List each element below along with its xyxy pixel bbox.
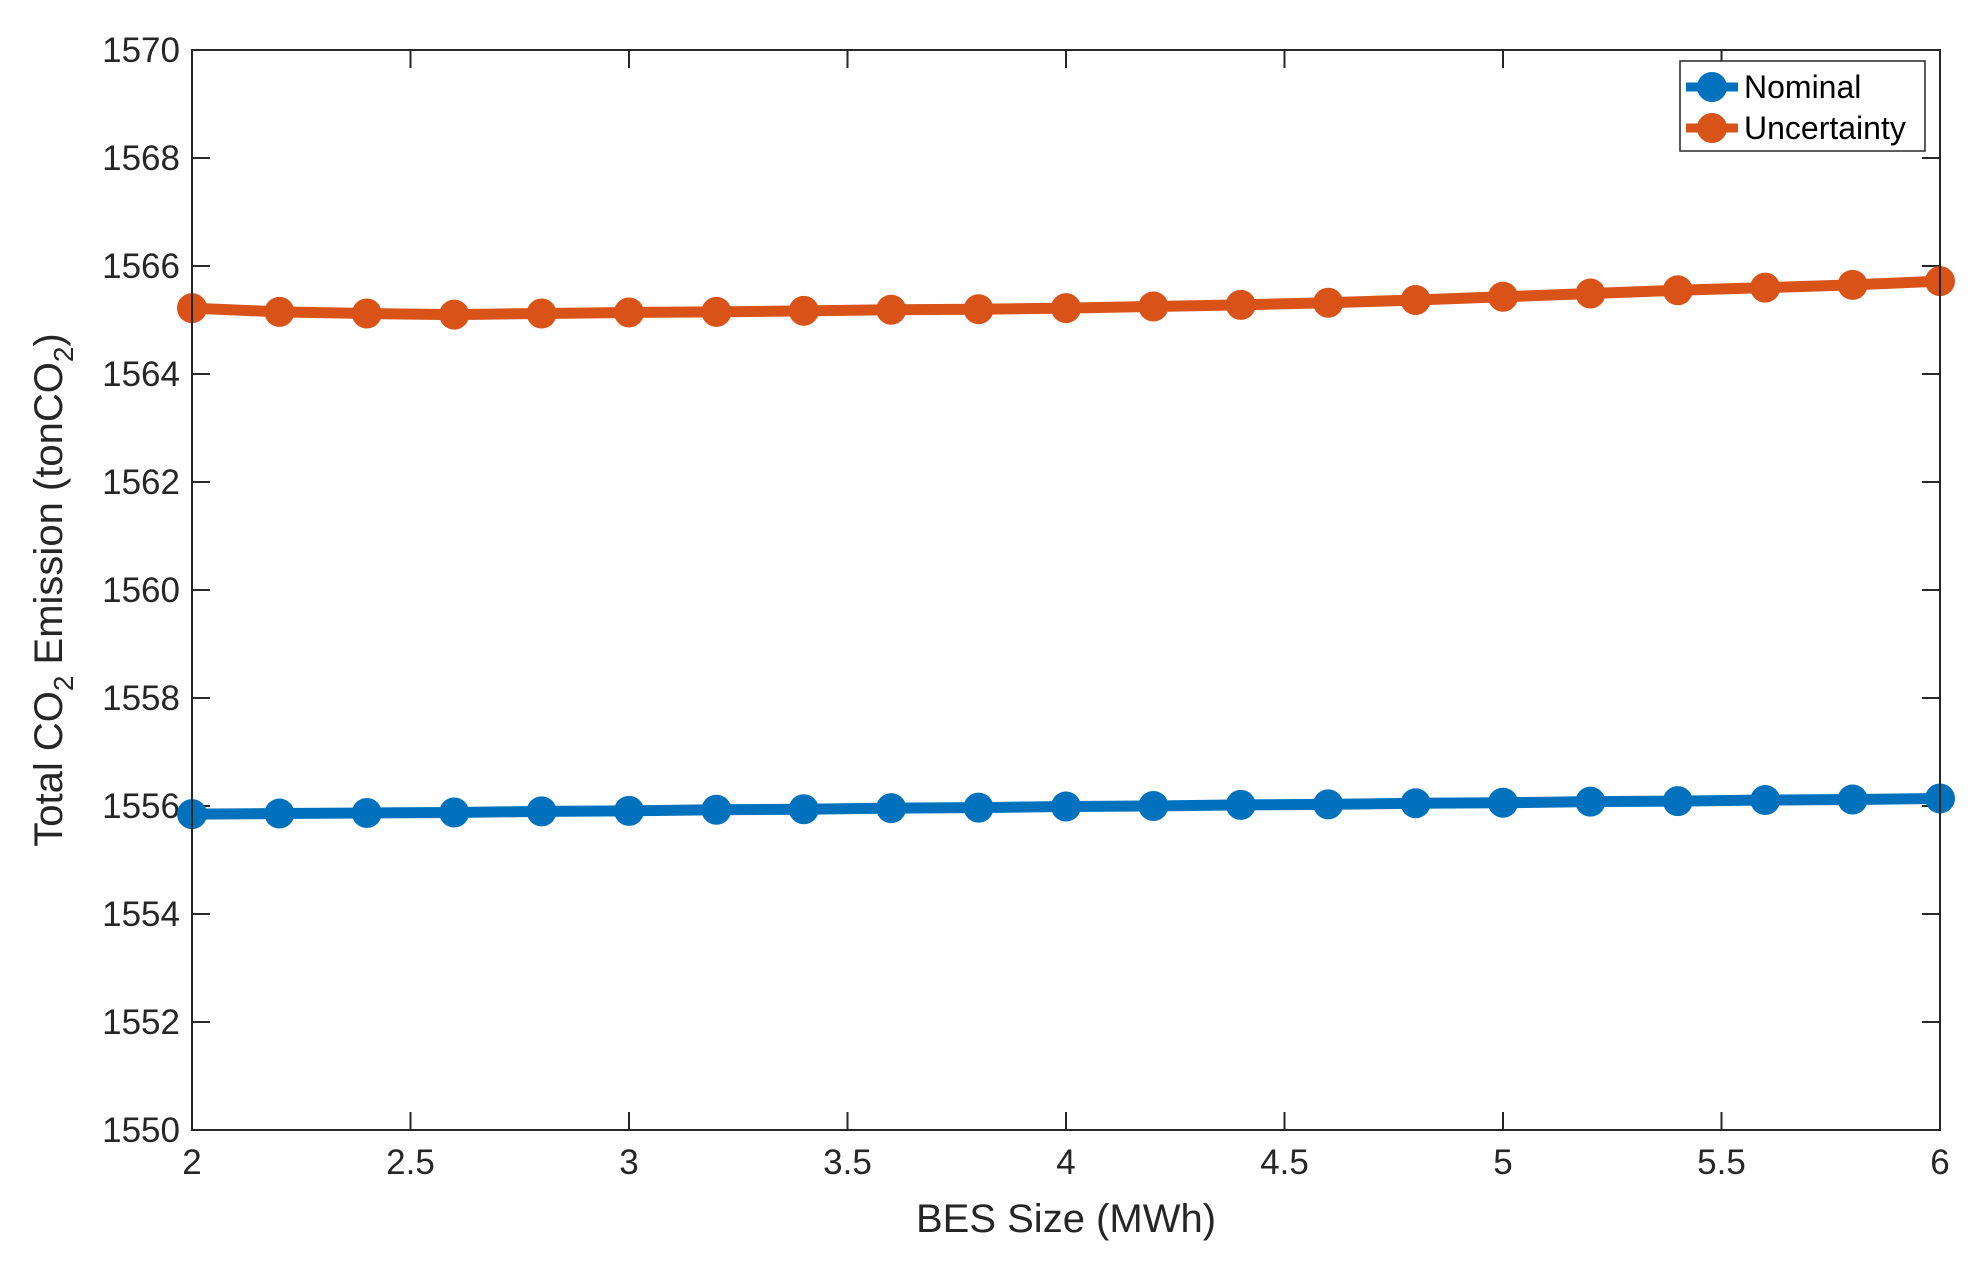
y-tick-label: 1560 [102, 571, 180, 610]
y-tick-label: 1564 [102, 355, 180, 394]
series-uncertainty [177, 266, 1955, 330]
y-axis-title: Total CO2 Emission (tonCO2) [27, 333, 79, 847]
y-axis-title-part-3: ) [27, 333, 71, 346]
y-tick-label: 1568 [102, 139, 180, 178]
y-axis-title-part-1: Total CO [27, 691, 71, 847]
data-point-uncertainty [1225, 289, 1256, 320]
x-tick-label: 5.5 [1697, 1143, 1746, 1182]
y-axis-title-subscript-1: 2 [48, 676, 79, 692]
data-point-uncertainty [788, 295, 819, 326]
y-tick-label: 1554 [102, 895, 180, 934]
data-point-nominal [264, 798, 295, 829]
x-tick-label: 2.5 [386, 1143, 435, 1182]
plot-area [192, 50, 1940, 1130]
data-point-nominal [963, 792, 994, 823]
data-point-nominal [1575, 786, 1606, 817]
data-point-uncertainty [1837, 269, 1868, 300]
data-point-uncertainty [701, 296, 732, 327]
x-tick-label: 3 [619, 1143, 638, 1182]
y-axis-title-part-2: Emission (tonCO [27, 362, 71, 675]
y-axis-ticks: 1550 1552 1554 1556 1558 1560 1562 1564 1566 1568… [102, 31, 1940, 1150]
y-tick-label: 1556 [102, 787, 180, 826]
x-tick-label: 6 [1930, 1143, 1949, 1182]
data-point-uncertainty [1051, 293, 1081, 324]
data-point-nominal [1051, 791, 1081, 822]
data-point-nominal [351, 798, 382, 829]
plot-frame [191, 49, 1941, 1131]
data-point-uncertainty [264, 296, 295, 327]
data-point-nominal [1138, 791, 1169, 821]
data-point-nominal [1225, 789, 1256, 820]
data-point-nominal [1837, 784, 1868, 815]
x-tick-label: 4 [1056, 1143, 1075, 1182]
data-point-nominal [1662, 786, 1693, 817]
x-axis-title: BES Size (MWh) [916, 1197, 1216, 1241]
x-tick-label: 3.5 [823, 1143, 872, 1182]
data-point-uncertainty [963, 294, 994, 325]
y-tick-label: 1562 [102, 463, 180, 502]
legend: Nominal Uncertainty [1679, 60, 1926, 152]
x-tick-label: 2 [182, 1143, 201, 1182]
x-tick-label: 4.5 [1260, 1143, 1309, 1182]
data-point-nominal [439, 797, 470, 828]
y-tick-label: 1566 [102, 247, 180, 286]
data-point-nominal [788, 794, 819, 825]
data-point-uncertainty [1138, 291, 1169, 322]
y-axis-title-subscript-2: 2 [48, 347, 79, 363]
data-point-nominal [876, 793, 907, 824]
y-tick-label: 1552 [102, 1003, 180, 1042]
y-tick-label: 1558 [102, 679, 180, 718]
legend-label-uncertainty: Uncertainty [1744, 110, 1906, 146]
data-point-nominal [526, 796, 557, 827]
series-layer [177, 266, 1955, 830]
data-point-uncertainty [1400, 285, 1431, 316]
legend-label-nominal: Nominal [1744, 69, 1861, 105]
series-nominal [177, 783, 1955, 830]
legend-marker-uncertainty [1697, 113, 1727, 143]
x-tick-label: 5 [1493, 1143, 1512, 1182]
x-axis-ticks: 2 2.5 3 3.5 4 4.5 5 5.5 6 [182, 50, 1950, 1182]
data-point-nominal [1400, 788, 1431, 819]
data-point-nominal [701, 794, 732, 825]
data-point-uncertainty [1662, 275, 1693, 306]
data-point-uncertainty [1575, 278, 1606, 309]
legend-marker-nominal [1697, 72, 1727, 102]
y-tick-label: 1550 [102, 1111, 180, 1150]
data-point-uncertainty [876, 294, 907, 325]
data-point-uncertainty [439, 299, 470, 330]
data-point-nominal [614, 795, 644, 826]
data-point-nominal [1313, 789, 1344, 820]
y-tick-label: 1570 [102, 31, 180, 70]
data-point-nominal [1750, 785, 1781, 816]
data-point-uncertainty [614, 297, 644, 328]
data-point-uncertainty [526, 298, 557, 329]
data-point-uncertainty [1313, 287, 1344, 318]
data-point-uncertainty [351, 298, 382, 329]
data-point-uncertainty [1488, 281, 1518, 312]
data-point-nominal [1488, 787, 1518, 818]
data-point-uncertainty [1750, 272, 1781, 303]
